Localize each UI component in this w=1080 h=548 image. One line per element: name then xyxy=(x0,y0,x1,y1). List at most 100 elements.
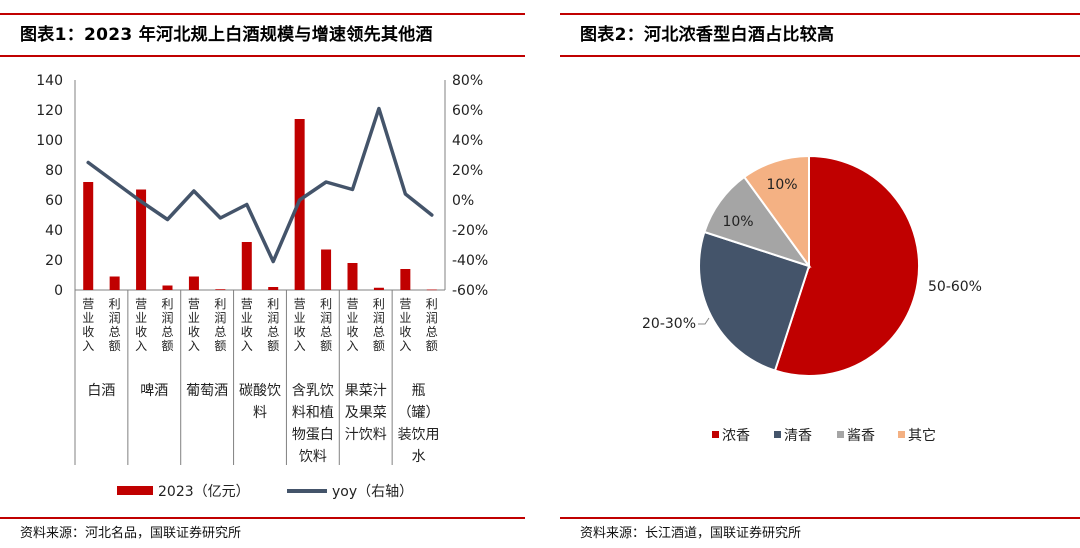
x-category-label-char: 润 xyxy=(373,311,385,325)
y-left-tick-label: 20 xyxy=(45,253,63,269)
x-group-label: 果菜汁 xyxy=(345,383,387,399)
bar xyxy=(294,119,305,290)
x-category-label-char: 收 xyxy=(188,325,200,339)
pie-slice-label: 20-30% xyxy=(642,316,696,332)
x-category-label-char: 润 xyxy=(214,311,226,325)
x-category-label-char: 总 xyxy=(320,325,332,339)
x-category-label-char: 总 xyxy=(373,325,385,339)
x-category-label-char: 润 xyxy=(320,311,332,325)
x-category-label-char: 入 xyxy=(135,339,147,353)
x-category-label-char: 入 xyxy=(188,339,200,353)
x-category-label-char: 润 xyxy=(161,311,173,325)
bar xyxy=(109,276,120,290)
bar xyxy=(136,189,147,290)
y-right-tick-label: -60% xyxy=(452,283,488,299)
chart-2-source: 资料来源：长江酒道，国联证券研究所 xyxy=(580,526,802,541)
bar xyxy=(162,285,173,290)
source-rule xyxy=(0,517,525,519)
x-category-label-char: 营 xyxy=(188,297,200,311)
x-category-label-char: 润 xyxy=(267,311,279,325)
x-group-label: 含乳饮 xyxy=(292,383,334,399)
y-left-tick-label: 0 xyxy=(54,283,63,299)
source-rule xyxy=(560,517,1080,519)
x-category-label-char: 收 xyxy=(399,325,411,339)
bar xyxy=(347,263,358,290)
pie-slice-label: 10% xyxy=(766,177,797,193)
x-group-label: 装饮用 xyxy=(398,427,440,443)
legend-line-label: yoy（右轴） xyxy=(332,484,413,500)
bar xyxy=(188,276,199,290)
x-category-label-char: 利 xyxy=(426,297,438,311)
x-group-label: 料和植 xyxy=(292,405,334,421)
legend-bar-swatch xyxy=(117,486,153,495)
x-category-label-char: 额 xyxy=(426,339,438,353)
pie-slice-label: 50-60% xyxy=(928,279,982,295)
chart-panel-2: 图表2：河北浓香型白酒占比较高 50-60% 20-30% 10% 10% 浓香 清香 酱香… xyxy=(560,0,1080,548)
x-group-label: 葡萄酒 xyxy=(186,383,228,399)
chart-2-title: 图表2：河北浓香型白酒占比较高 xyxy=(580,25,835,45)
chart-panel-1: 图表1：2023 年河北规上白酒规模与增速领先其他酒 0 20 40 60 80 100 1… xyxy=(0,0,525,548)
x-category-label-char: 利 xyxy=(214,297,226,311)
x-category-label-char: 收 xyxy=(346,325,358,339)
x-category-label-char: 总 xyxy=(161,325,173,339)
x-category-label-char: 额 xyxy=(214,339,226,353)
legend-swatch xyxy=(898,431,905,438)
x-category-label-char: 额 xyxy=(373,339,385,353)
x-group-label: 饮料 xyxy=(299,449,327,465)
y-right-tick-label: 60% xyxy=(452,103,483,119)
x-category-label-char: 入 xyxy=(346,339,358,353)
x-category-label-char: 总 xyxy=(109,325,121,339)
title-bottom-rule xyxy=(0,55,525,57)
x-category-label-char: 额 xyxy=(109,339,121,353)
chart-1-title: 图表1：2023 年河北规上白酒规模与增速领先其他酒 xyxy=(20,25,433,45)
bar xyxy=(373,287,384,290)
bar-line-chart: 0 20 40 60 80 100 120 140 -60% -40% -20% 0% 20% 40% 60… xyxy=(36,73,488,500)
pie-chart: 50-60% 20-30% 10% 10% 浓香 清香 酱香 其它 xyxy=(642,154,982,444)
x-group-label: 碳酸饮 xyxy=(239,383,281,399)
x-category-label-char: 业 xyxy=(82,311,94,325)
x-group-label: （罐） xyxy=(398,405,440,421)
x-category-label-char: 入 xyxy=(241,339,253,353)
pie-slice xyxy=(773,154,921,377)
x-category-label-char: 业 xyxy=(241,311,253,325)
x-category-label-char: 总 xyxy=(214,325,226,339)
y-left-tick-label: 120 xyxy=(36,103,63,119)
x-category-label-char: 额 xyxy=(161,339,173,353)
y-left-tick-label: 80 xyxy=(45,163,63,179)
bar xyxy=(83,182,94,290)
legend-label: 浓香 xyxy=(722,428,750,444)
title-bottom-rule xyxy=(560,55,1080,57)
legend-swatch xyxy=(774,431,781,438)
x-category-label-char: 营 xyxy=(399,297,411,311)
bar xyxy=(426,289,437,291)
x-category-label-char: 总 xyxy=(267,325,279,339)
x-category-label-char: 业 xyxy=(294,311,306,325)
x-category-label-char: 利 xyxy=(267,297,279,311)
x-category-label-char: 营 xyxy=(82,297,94,311)
legend-label: 酱香 xyxy=(847,428,875,444)
x-category-label-char: 入 xyxy=(82,339,94,353)
x-category-label-char: 额 xyxy=(267,339,279,353)
x-group-label: 物蛋白 xyxy=(292,427,334,443)
x-category-label-char: 业 xyxy=(188,311,200,325)
x-category-label-char: 营 xyxy=(241,297,253,311)
title-top-rule xyxy=(0,13,525,15)
x-group-label: 白酒 xyxy=(87,383,115,399)
x-category-label-char: 利 xyxy=(161,297,173,311)
y-right-tick-label: 80% xyxy=(452,73,483,89)
legend-label: 清香 xyxy=(784,428,812,444)
x-group-label: 瓶 xyxy=(412,383,426,399)
x-category-label-char: 利 xyxy=(373,297,385,311)
x-category-label-char: 营 xyxy=(346,297,358,311)
title-top-rule xyxy=(560,13,1080,15)
bar xyxy=(241,242,252,290)
y-left-tick-label: 40 xyxy=(45,223,63,239)
x-category-label-char: 总 xyxy=(426,325,438,339)
x-category-label-char: 收 xyxy=(82,325,94,339)
x-group-label: 水 xyxy=(412,449,426,465)
legend-swatch xyxy=(712,431,719,438)
x-category-label-char: 利 xyxy=(109,297,121,311)
x-category-label-char: 营 xyxy=(135,297,147,311)
pie-slice xyxy=(698,230,811,372)
x-category-label-char: 业 xyxy=(399,311,411,325)
